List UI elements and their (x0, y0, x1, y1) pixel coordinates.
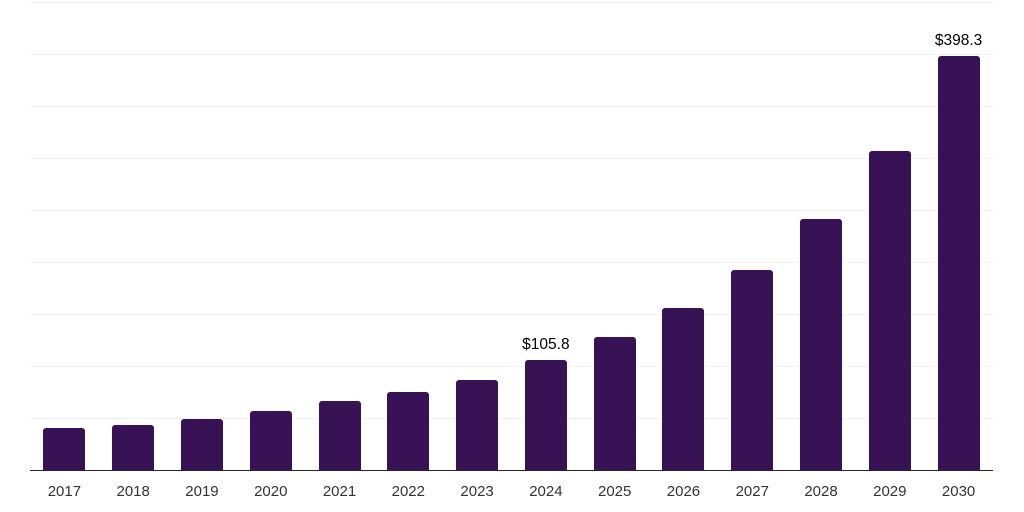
x-tick-2020: 2020 (254, 483, 288, 500)
bar-2025 (593, 336, 636, 470)
x-tick-2017: 2017 (47, 483, 82, 500)
bar-2022 (387, 392, 430, 470)
x-tick-2022: 2022 (391, 483, 425, 500)
gridline (30, 54, 993, 55)
bar-2018 (112, 425, 155, 470)
gridline (30, 210, 993, 211)
bar-2021 (318, 401, 361, 470)
bar-2019 (180, 418, 223, 470)
x-tick-2029: 2029 (873, 483, 907, 500)
x-tick-2019: 2019 (185, 483, 219, 500)
gridline (30, 158, 993, 159)
x-tick-2021: 2021 (322, 483, 357, 500)
bar-2026 (662, 308, 705, 470)
bar-2028 (800, 219, 843, 470)
bar-2029 (868, 151, 911, 470)
x-tick-2028: 2028 (804, 483, 838, 500)
bar-2024 (524, 359, 567, 470)
gridline (30, 106, 993, 107)
x-axis-line (30, 469, 993, 471)
x-tick-2030: 2030 (941, 483, 976, 500)
bar-2030 (937, 55, 980, 470)
gridline (30, 262, 993, 263)
x-tick-2025: 2025 (597, 483, 632, 500)
bar-2017 (43, 427, 86, 470)
x-tick-2023: 2023 (460, 483, 494, 500)
x-tick-2018: 2018 (116, 483, 150, 500)
value-label-2024: $105.8 (522, 335, 570, 353)
bar-2020 (249, 411, 292, 470)
x-tick-2026: 2026 (666, 483, 701, 500)
bar-2023 (456, 379, 499, 470)
gridline (30, 2, 993, 3)
x-tick-2024: 2024 (529, 483, 563, 500)
gridline (30, 314, 993, 315)
x-tick-2027: 2027 (735, 483, 769, 500)
gridline (30, 418, 993, 419)
bar-2027 (731, 269, 774, 470)
gridline (30, 366, 993, 367)
value-label-2030: $398.3 (934, 31, 983, 49)
